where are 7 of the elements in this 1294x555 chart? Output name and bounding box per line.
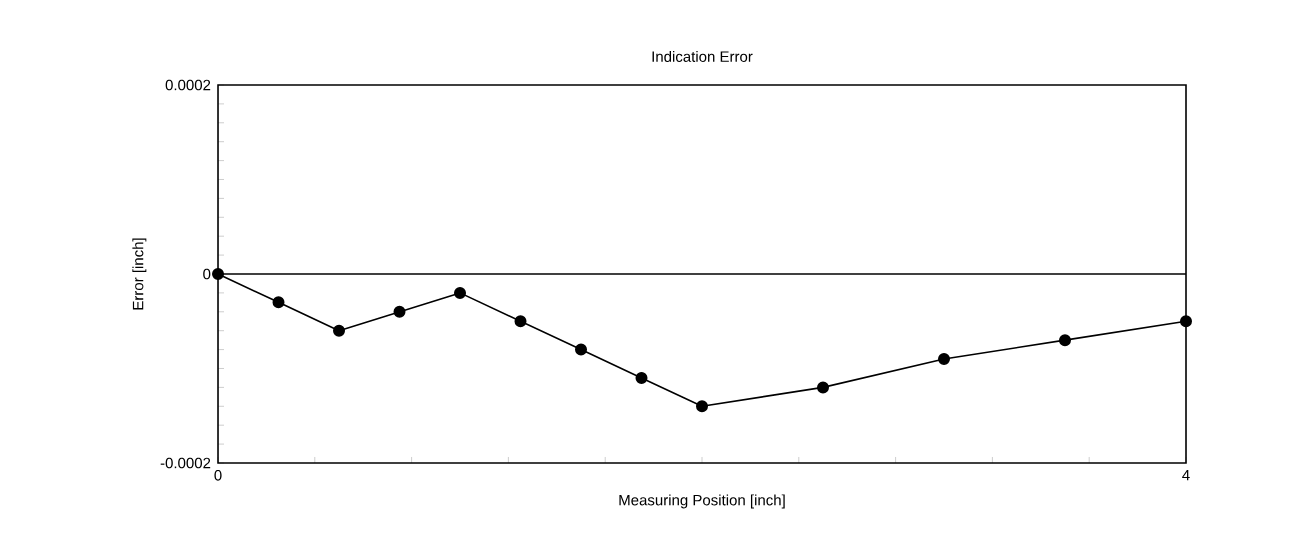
y-axis-title: Error [inch] xyxy=(132,238,147,310)
x-tick-label: 4 xyxy=(1182,470,1190,481)
chart-title: Indication Error xyxy=(652,50,753,62)
y-tick-label: 0.0002 xyxy=(165,79,211,91)
x-axis-title: Measuring Position [inch] xyxy=(619,494,785,509)
y-tick-label: -0.0002 xyxy=(160,457,211,469)
y-tick-label: 0 xyxy=(203,268,211,280)
